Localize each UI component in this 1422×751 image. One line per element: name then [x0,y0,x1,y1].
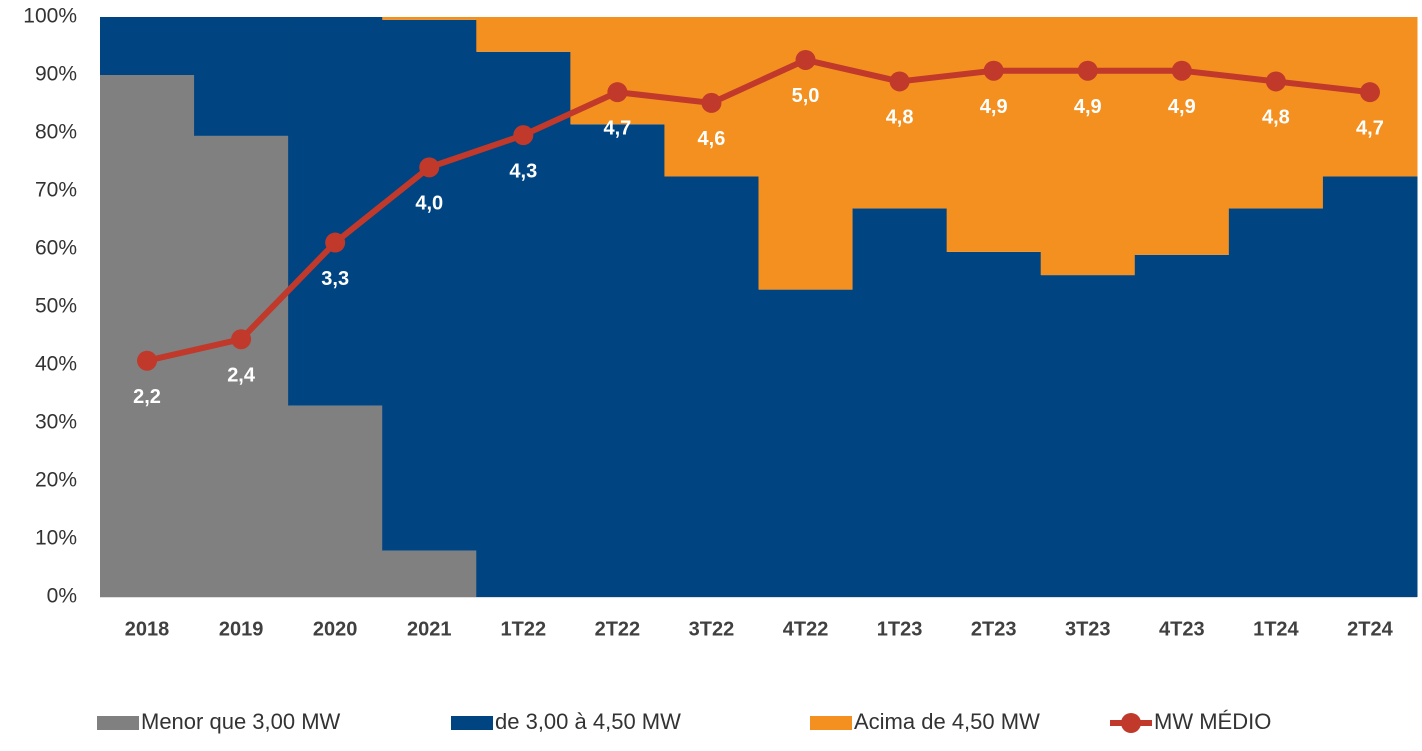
legend-swatch [810,716,852,730]
bar-segment [1228,208,1324,597]
x-tick-label: 2019 [219,618,264,640]
data-label: 2,2 [133,386,161,408]
bar-segment [288,17,383,406]
y-tick-label: 80% [35,121,77,144]
x-tick-label: 2T24 [1347,618,1393,640]
line-marker [889,71,910,92]
legend-label: Menor que 3,00 MW [141,709,341,734]
data-label: 4,8 [886,107,914,129]
x-tick-label: 4T23 [1159,618,1205,640]
bar-segment [100,17,195,75]
y-tick-label: 60% [35,237,77,260]
line-marker [419,157,440,178]
bar-segment [1322,176,1418,597]
x-tick-label: 2021 [407,618,452,640]
bar-segment [382,550,477,597]
bar-segment [288,405,383,597]
data-label: 4,3 [509,160,537,182]
data-label: 4,9 [980,96,1008,118]
data-label: 4,9 [1074,96,1102,118]
bar-segment [194,17,289,136]
line-marker [701,92,722,113]
bar-segment [100,75,195,597]
bar-segment [946,251,1042,597]
line-marker [1171,60,1192,81]
line-marker [513,125,534,146]
line-marker [607,82,628,103]
bar-segment [1040,275,1136,597]
bar-segment [382,19,477,551]
bar-segment [1228,17,1324,209]
bar-segment [1134,17,1230,255]
bar-segment [946,17,1042,252]
line-marker [1077,60,1098,81]
legend-label: MW MÉDIO [1154,709,1271,734]
line-marker [1265,71,1286,92]
y-tick-label: 50% [35,295,77,318]
bar-segment [1134,254,1230,598]
legend-swatch [451,716,493,730]
y-tick-label: 40% [35,353,77,376]
y-tick-label: 30% [35,411,77,434]
x-tick-label: 3T22 [689,618,735,640]
data-label: 2,4 [227,365,256,387]
bar-segment [852,208,948,597]
line-marker [795,49,816,70]
data-label: 4,7 [603,117,631,139]
y-tick-label: 10% [35,527,77,550]
line-marker [983,60,1004,81]
x-tick-label: 3T23 [1065,618,1111,640]
line-marker [231,329,252,350]
data-label: 5,0 [792,85,820,107]
data-label: 3,3 [321,268,349,290]
x-tick-label: 2018 [125,618,170,640]
data-label: 4,9 [1168,96,1196,118]
bar-segment [664,176,759,597]
x-tick-label: 1T23 [877,618,923,640]
bar-segment [758,289,854,597]
data-label: 4,0 [415,193,443,215]
data-label: 4,8 [1262,107,1290,129]
y-tick-label: 100% [23,5,77,28]
y-tick-label: 0% [47,585,77,608]
data-label: 4,6 [698,128,726,150]
x-tick-label: 2T23 [971,618,1017,640]
data-label: 4,7 [1356,117,1384,139]
y-tick-label: 70% [35,179,77,202]
line-marker [325,232,346,253]
legend-swatch [97,716,139,730]
line-marker [1359,82,1380,103]
x-tick-label: 2T22 [595,618,641,640]
x-tick-label: 4T22 [783,618,829,640]
bar-segment [382,17,477,20]
legend-label: de 3,00 à 4,50 MW [495,709,681,734]
y-tick-label: 90% [35,63,77,86]
line [146,56,1371,364]
bar-segment [570,124,665,598]
bar-segment [1040,17,1136,276]
x-tick-label: 1T24 [1253,618,1299,640]
legend-marker [1121,713,1141,733]
x-tick-label: 1T22 [501,618,547,640]
bar-segment [194,135,289,597]
legend-label: Acima de 4,50 MW [854,709,1040,734]
y-tick-label: 20% [35,469,77,492]
line-marker [137,350,158,371]
bar-segment [852,17,948,209]
bar-segment [476,17,571,52]
x-tick-label: 2020 [313,618,358,640]
